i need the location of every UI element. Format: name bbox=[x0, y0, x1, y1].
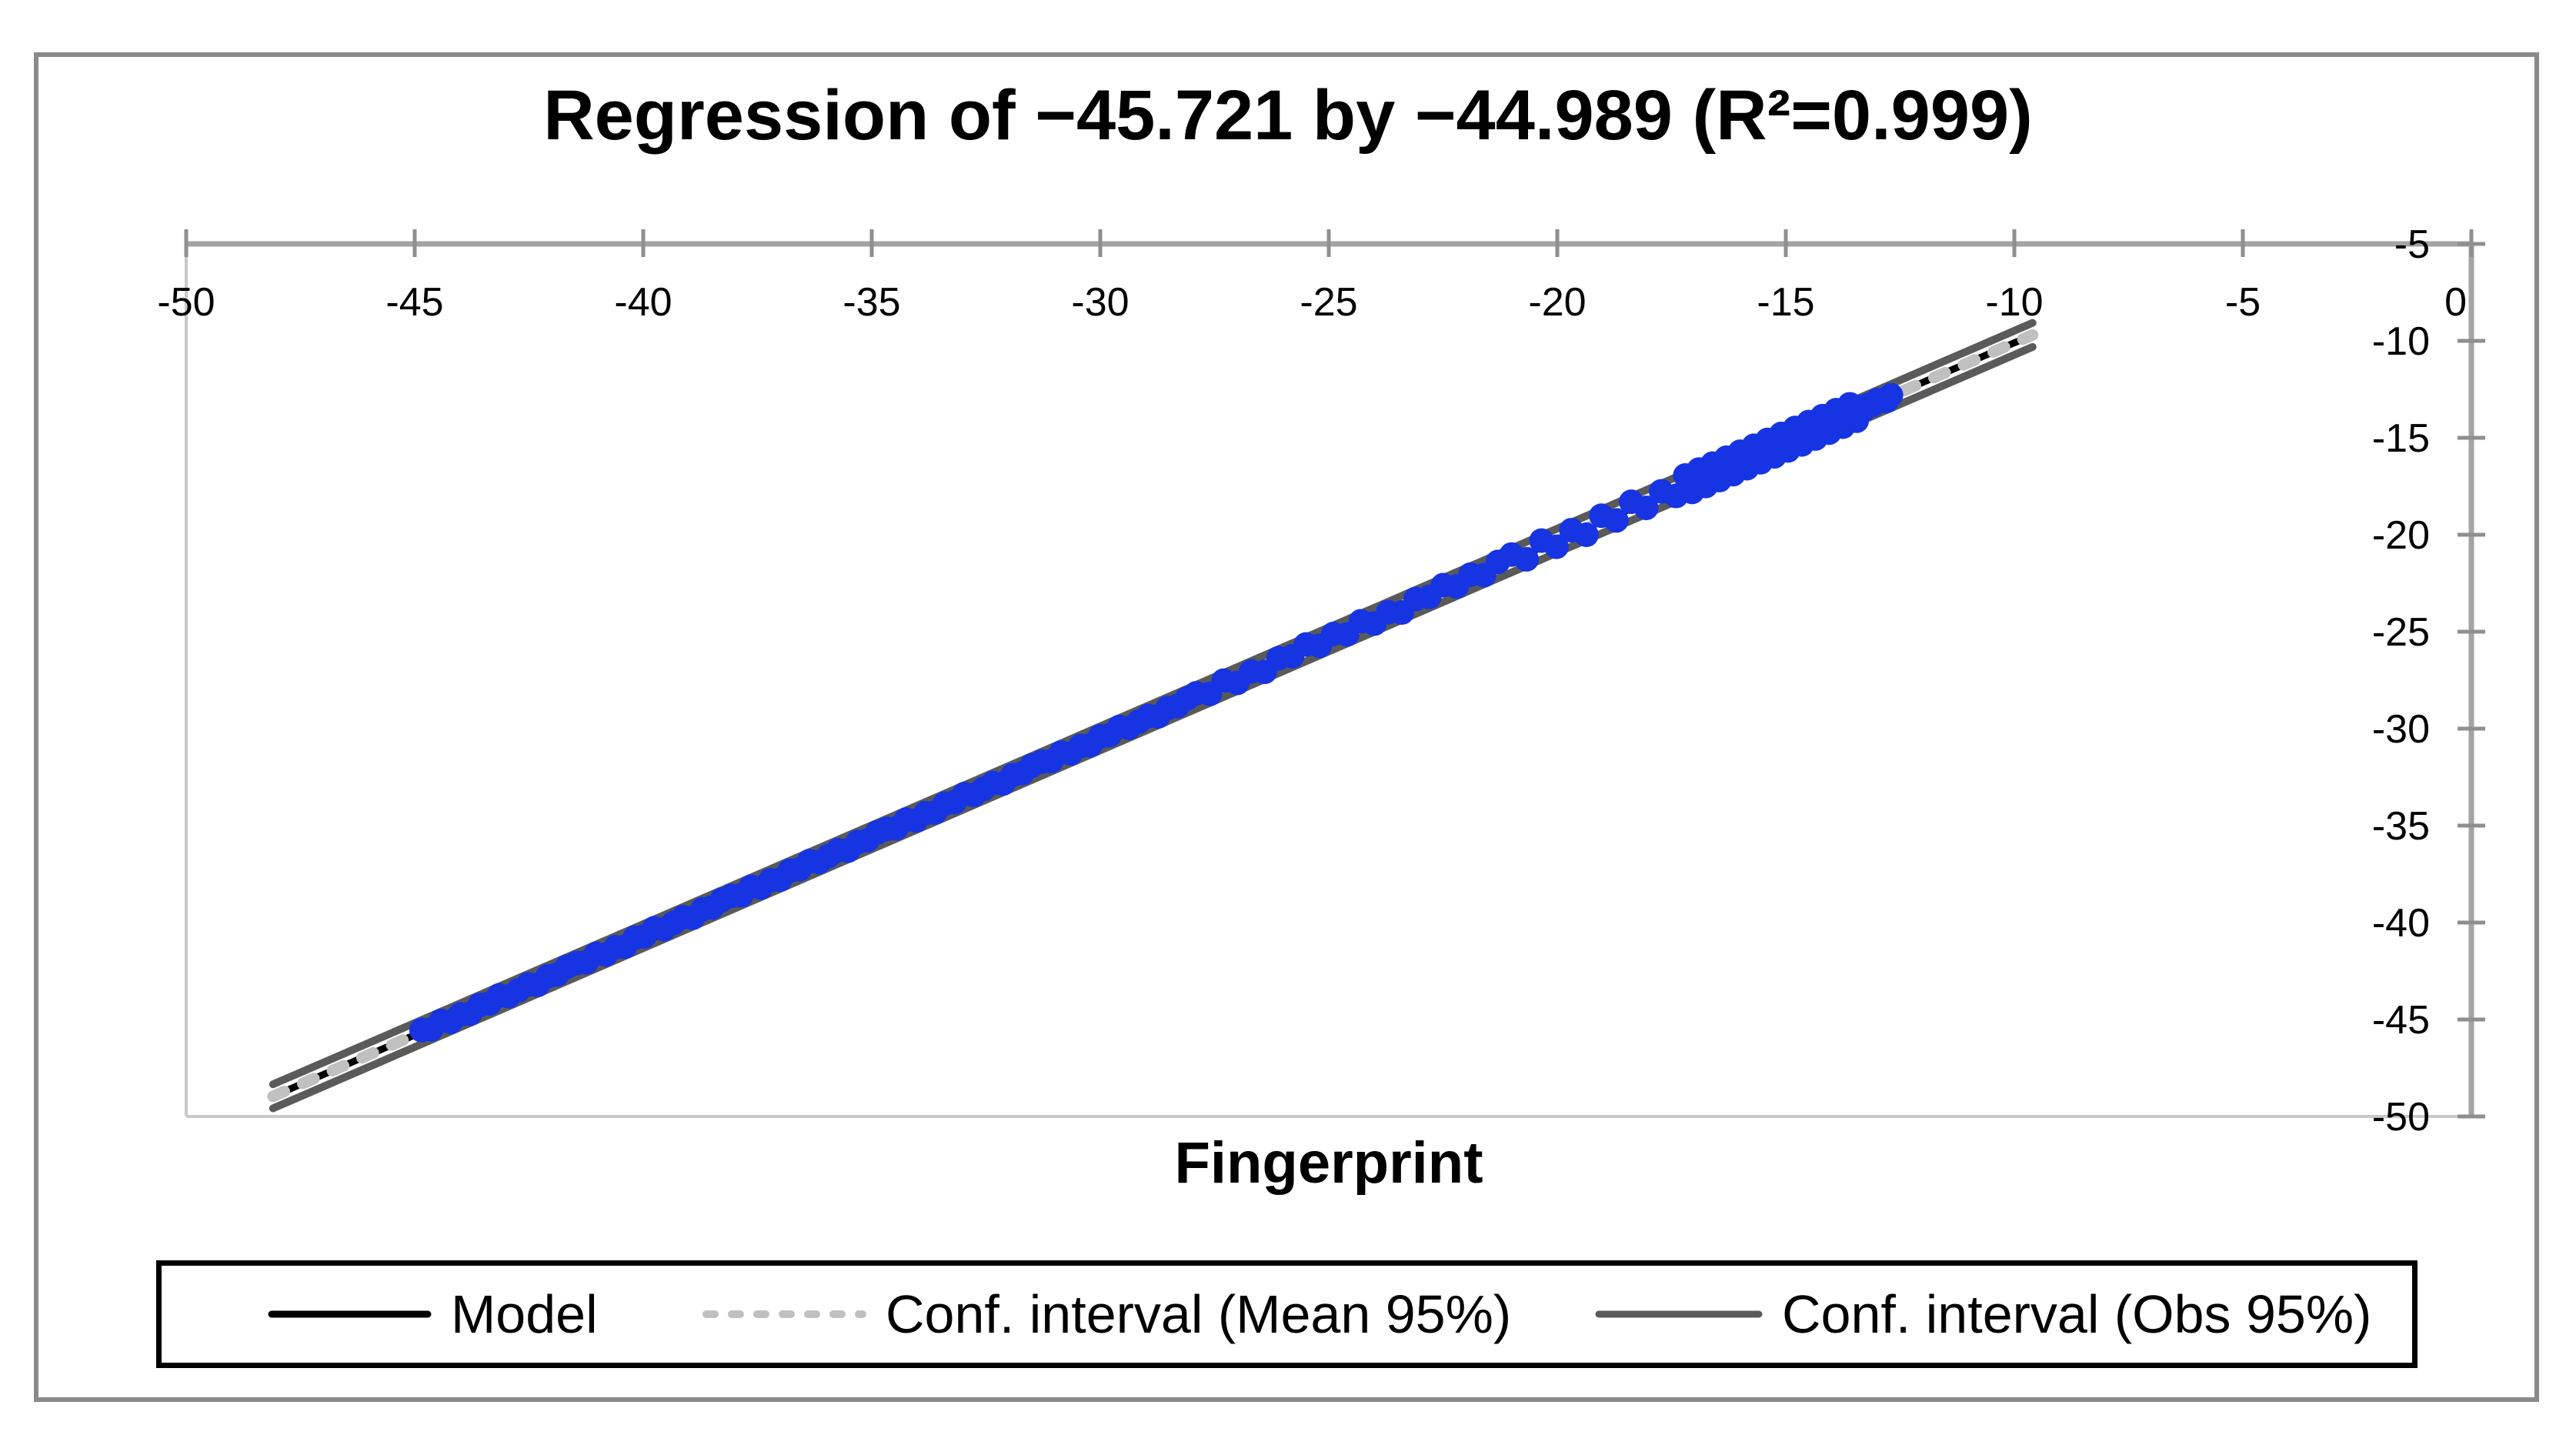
legend-label-mean-ci: Conf. interval (Mean 95%) bbox=[886, 1284, 1512, 1344]
y-tick-label: -35 bbox=[2372, 804, 2430, 849]
data-point bbox=[1543, 534, 1569, 559]
x-tick-label: -40 bbox=[614, 280, 672, 325]
data-point bbox=[1603, 508, 1629, 533]
data-point bbox=[1573, 522, 1599, 548]
legend: Model Conf. interval (Mean 95%) Conf. in… bbox=[156, 1260, 2418, 1368]
y-tick-label: -10 bbox=[2372, 319, 2430, 364]
x-tick-label: -10 bbox=[1985, 280, 2043, 325]
y-tick-label: -50 bbox=[2372, 1095, 2430, 1140]
x-tick-label: -45 bbox=[385, 280, 443, 325]
y-tick-label: -20 bbox=[2372, 513, 2430, 558]
x-tick-label: 0 bbox=[2444, 280, 2467, 325]
x-tick-label: -25 bbox=[1300, 280, 1357, 325]
legend-label-model: Model bbox=[451, 1284, 598, 1344]
y-tick-label: -45 bbox=[2372, 998, 2430, 1043]
mean-ci-dashed-line-swatch-icon bbox=[702, 1310, 866, 1318]
legend-entry-model: Model bbox=[267, 1266, 598, 1363]
chart-title: Regression of −45.721 by −44.989 (R²=0.9… bbox=[543, 76, 2033, 155]
x-tick-label: -50 bbox=[157, 280, 215, 325]
y-tick-label: -40 bbox=[2372, 901, 2430, 946]
legend-entry-obs-ci: Conf. interval (Obs 95%) bbox=[1594, 1266, 2371, 1363]
y-tick-label: -5 bbox=[2394, 222, 2430, 267]
obs-ci-line-swatch-icon bbox=[1595, 1310, 1763, 1318]
x-tick-label: -35 bbox=[843, 280, 900, 325]
data-point bbox=[1878, 382, 1904, 408]
x-tick-label: -5 bbox=[2225, 280, 2261, 325]
x-axis-title: Fingerprint bbox=[1174, 1130, 1483, 1196]
legend-entry-mean-ci: Conf. interval (Mean 95%) bbox=[702, 1266, 1511, 1363]
y-tick-label: -30 bbox=[2372, 707, 2430, 752]
y-tick-label: -25 bbox=[2372, 610, 2430, 655]
x-tick-label: -15 bbox=[1757, 280, 1814, 325]
data-point bbox=[1633, 496, 1659, 521]
model-line-swatch-icon bbox=[268, 1310, 432, 1318]
legend-label-obs-ci: Conf. interval (Obs 95%) bbox=[1782, 1284, 2372, 1344]
x-tick-label: -20 bbox=[1528, 280, 1586, 325]
y-tick-label: -15 bbox=[2372, 416, 2430, 461]
x-tick-label: -30 bbox=[1071, 280, 1129, 325]
data-point bbox=[1514, 546, 1540, 572]
chart-outer-border bbox=[34, 52, 2539, 1402]
